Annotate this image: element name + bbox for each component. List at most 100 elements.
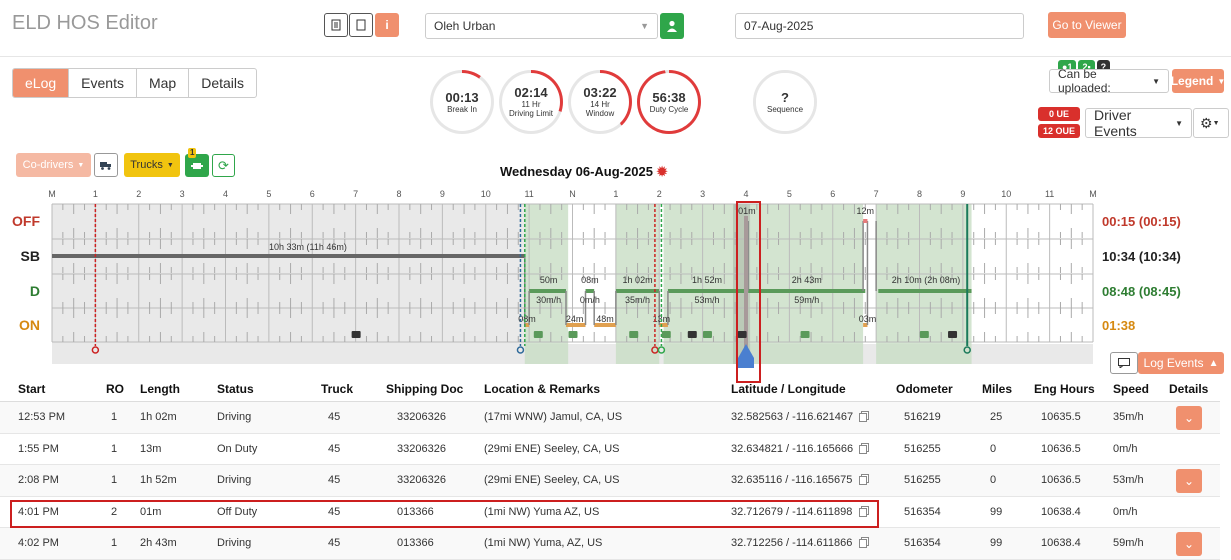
- speed-label: 0m/h: [580, 295, 600, 305]
- col-miles[interactable]: Miles: [982, 381, 1013, 396]
- legend-button[interactable]: Legend ▼: [1170, 69, 1226, 93]
- note-icon-button[interactable]: [349, 13, 373, 37]
- highlight-bar: [744, 216, 748, 354]
- cell-ro: 1: [111, 537, 118, 550]
- copy-icon[interactable]: [859, 537, 869, 551]
- cell-speed: 35m/h: [1113, 411, 1144, 424]
- row-details-button[interactable]: ⌄: [1176, 469, 1202, 493]
- comment-button[interactable]: [1110, 352, 1138, 374]
- col-location[interactable]: Location & Remarks: [484, 381, 601, 396]
- table-row[interactable]: 4:02 PM 1 2h 43m Driving 45 013366 (1mi NW) Yu…: [0, 528, 1220, 560]
- d-label: 2h 43m: [792, 275, 822, 285]
- col-details[interactable]: Details: [1169, 381, 1209, 396]
- cell-start: 1:55 PM: [18, 442, 59, 455]
- col-truck[interactable]: Truck: [321, 381, 354, 396]
- on-label: 03m: [859, 314, 877, 324]
- document-icon-button[interactable]: [324, 13, 348, 37]
- go-to-viewer-button[interactable]: Go to Viewer: [1048, 12, 1126, 38]
- col-latlng[interactable]: Latitude / Longitude: [731, 381, 846, 396]
- col-odometer[interactable]: Odometer: [896, 381, 953, 396]
- col-speed[interactable]: Speed: [1113, 381, 1150, 396]
- legend-label: Legend: [1170, 74, 1214, 88]
- codrivers-label: Co-drivers: [22, 159, 74, 171]
- cell-speed: 59m/h: [1113, 537, 1144, 550]
- col-eng-hours[interactable]: Eng Hours: [1034, 381, 1095, 396]
- status-total-sb: 10:34 (10:34): [1102, 249, 1181, 264]
- chevron-down-icon: ⌄: [1183, 411, 1195, 425]
- col-status[interactable]: Status: [217, 381, 254, 396]
- hour-label: M: [1089, 189, 1097, 199]
- log-events-button[interactable]: Log Events ▲: [1138, 352, 1224, 374]
- copy-icon[interactable]: [859, 505, 869, 520]
- gauge-face: 00:13 Break In: [433, 73, 491, 131]
- cell-length: 2h 43m: [140, 537, 177, 550]
- cell-latlng: 32.582563 / -116.621467: [731, 411, 854, 424]
- chevron-up-icon: ▲: [1208, 357, 1219, 369]
- gauge-face: 56:38 Duty Cycle: [640, 73, 698, 131]
- table-row[interactable]: 1:55 PM 1 13m On Duty 45 33206326 (29mi ENE) S…: [0, 434, 1220, 465]
- event-marker-icon: [516, 346, 525, 354]
- driver-select[interactable]: Oleh Urban ▼: [425, 13, 658, 39]
- day-title-text: Wednesday 06-Aug-2025: [500, 164, 653, 179]
- hour-label: 2: [136, 189, 141, 199]
- upload-select[interactable]: Can be uploaded: ▼: [1049, 67, 1169, 95]
- cell-eng: 10638.4: [1041, 537, 1081, 550]
- hour-label: 9: [960, 189, 965, 199]
- gauge-label: Break In: [447, 104, 477, 114]
- tab-details[interactable]: Details: [201, 75, 244, 91]
- event-marker-icon: [91, 346, 100, 354]
- highlight-table-row: [10, 500, 879, 528]
- hour-label: 7: [353, 189, 358, 199]
- camera-icon: [687, 331, 697, 338]
- cell-start: 4:02 PM: [18, 537, 59, 550]
- hour-label: 11: [1045, 189, 1054, 199]
- highlight-graph-segment: [736, 201, 761, 383]
- copy-icon[interactable]: [859, 442, 869, 457]
- table-header: Start RO Length Status Truck Shipping Do…: [0, 376, 1220, 402]
- table-row[interactable]: 12:53 PM 1 1h 02m Driving 45 33206326 (17mi WN…: [0, 402, 1220, 434]
- cell-eng: 10636.5: [1041, 442, 1081, 455]
- speed-label: 53m/h: [694, 295, 719, 305]
- col-start[interactable]: Start: [18, 381, 46, 396]
- copy-icon[interactable]: [859, 474, 869, 488]
- gauge-face: 02:14 11 Hr Driving Limit: [502, 73, 560, 131]
- d-label: 2h 10m (2h 08m): [892, 275, 961, 285]
- hour-label: 3: [700, 189, 705, 199]
- cell-start: 4:01 PM: [18, 505, 59, 518]
- driver-profile-button[interactable]: [660, 13, 684, 39]
- badge-count: 2: [1082, 61, 1088, 72]
- event-marker-icon: [657, 346, 666, 354]
- refresh-button[interactable]: ⟳: [212, 154, 235, 177]
- gauge-label: Duty Cycle: [649, 104, 689, 114]
- tab-map[interactable]: Map: [137, 69, 190, 97]
- codrivers-button[interactable]: Co-drivers ▼: [16, 153, 91, 177]
- camera-icon: [948, 331, 958, 338]
- table-row[interactable]: 2:08 PM 1 1h 52m Driving 45 33206326 (29mi ENE…: [0, 465, 1220, 497]
- tab-elog[interactable]: eLog: [13, 69, 70, 97]
- caret-down-icon: ▼: [1175, 118, 1183, 128]
- driver-events-select[interactable]: Driver Events ▼: [1085, 107, 1192, 139]
- cell-start: 2:08 PM: [18, 474, 59, 487]
- caret-down-icon: ▼: [1217, 76, 1226, 86]
- date-input[interactable]: 07-Aug-2025: [735, 13, 1024, 39]
- gauge-value: 03:22: [583, 85, 617, 100]
- row-details-button[interactable]: ⌄: [1176, 532, 1202, 556]
- settings-button[interactable]: ⚙ ▼: [1193, 108, 1229, 138]
- tab-events[interactable]: Events: [69, 69, 137, 97]
- ue-badge[interactable]: 0 UE: [1038, 107, 1080, 121]
- truck-icon-button[interactable]: [94, 153, 118, 177]
- truck-icon: [702, 331, 712, 338]
- hour-label: 10: [481, 189, 491, 199]
- gauge-face: 03:22 14 Hr Window: [571, 73, 629, 131]
- info-button[interactable]: i: [375, 13, 399, 37]
- hour-label: 3: [180, 189, 185, 199]
- oue-badge[interactable]: 12 OUE: [1038, 124, 1080, 138]
- copy-icon[interactable]: [859, 411, 869, 425]
- row-details-button[interactable]: ⌄: [1176, 406, 1202, 430]
- col-length[interactable]: Length: [140, 381, 180, 396]
- truck-status-button[interactable]: [185, 154, 209, 177]
- cell-length: 1h 02m: [140, 411, 177, 424]
- col-ro[interactable]: RO: [106, 381, 124, 396]
- col-shipping-doc[interactable]: Shipping Doc: [386, 381, 464, 396]
- trucks-button[interactable]: Trucks ▼: [124, 153, 180, 177]
